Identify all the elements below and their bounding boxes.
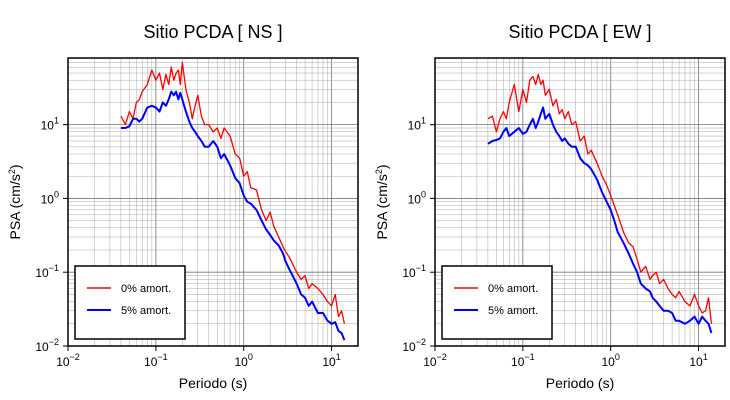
x-tick-label: 100 bbox=[235, 352, 253, 369]
x-tick-label: 101 bbox=[689, 352, 707, 369]
y-tick-label: 10−1 bbox=[402, 263, 426, 280]
series-line-red bbox=[120, 61, 346, 324]
y-tick-label: 101 bbox=[408, 116, 426, 133]
chart-title: Sitio PCDA [ EW ] bbox=[508, 22, 651, 42]
x-tick-label: 10−1 bbox=[511, 352, 535, 369]
series-line-blue bbox=[120, 90, 346, 341]
y-tick-label: 10−1 bbox=[35, 263, 59, 280]
y-tick-label: 100 bbox=[41, 189, 59, 206]
y-tick-label: 10−2 bbox=[35, 337, 59, 354]
y-axis-label: PSA (cm/s2) bbox=[7, 164, 23, 239]
legend-entry: 5% amort. bbox=[121, 305, 171, 317]
x-tick-label: 10−2 bbox=[423, 352, 447, 369]
y-tick-label: 10−2 bbox=[402, 337, 426, 354]
plot-frame bbox=[67, 57, 359, 347]
x-axis-label: Periodo (s) bbox=[179, 375, 247, 391]
chart-title: Sitio PCDA [ NS ] bbox=[143, 22, 282, 42]
series-line-red bbox=[487, 73, 713, 324]
y-tick-label: 100 bbox=[408, 189, 426, 206]
legend-box bbox=[74, 265, 186, 340]
x-tick-label: 101 bbox=[322, 352, 340, 369]
legend-entry: 0% amort. bbox=[121, 283, 171, 295]
x-tick-label: 10−2 bbox=[56, 352, 80, 369]
x-tick-label: 100 bbox=[602, 352, 620, 369]
chart-panel-2: 10−2 10−1 100 101 10−2 10−1 100 101 Sitio PCDA [… bbox=[374, 22, 726, 391]
chart-panel-1: 10−2 10−1 100 101 10−2 10−1 100 101 Sitio PCDA [… bbox=[7, 22, 359, 391]
legend-box bbox=[441, 265, 553, 340]
plot-frame bbox=[434, 57, 726, 347]
legend-entry: 0% amort. bbox=[488, 283, 538, 295]
legend-entry: 5% amort. bbox=[488, 305, 538, 317]
x-tick-label: 10−1 bbox=[144, 352, 168, 369]
y-tick-label: 101 bbox=[41, 116, 59, 133]
x-axis-label: Periodo (s) bbox=[546, 375, 614, 391]
y-axis-label: PSA (cm/s2) bbox=[374, 164, 390, 239]
series-line-blue bbox=[487, 106, 713, 334]
legend: 0% amort. 5% amort. bbox=[74, 265, 186, 340]
legend: 0% amort. 5% amort. bbox=[441, 265, 553, 340]
